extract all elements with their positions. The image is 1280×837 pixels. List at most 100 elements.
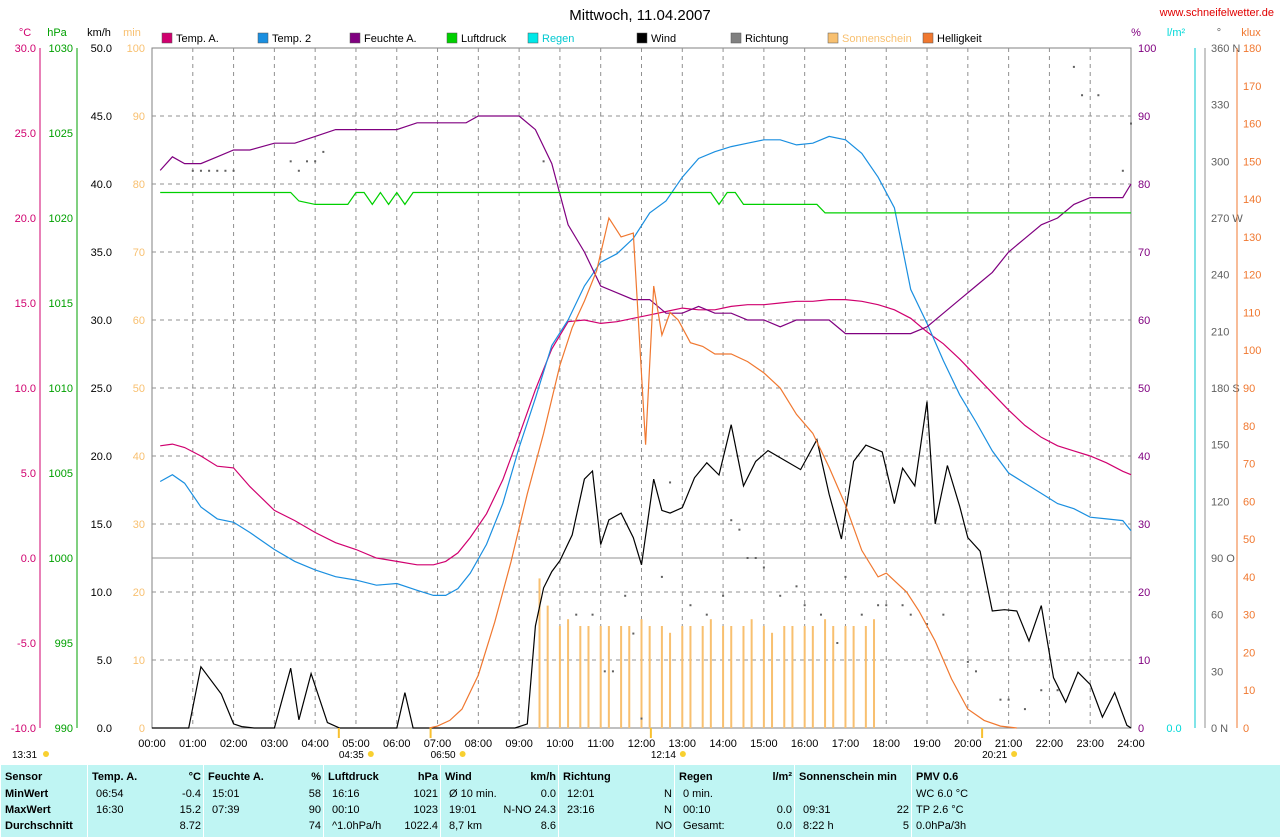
sunshine-bar <box>852 626 855 728</box>
direction-point <box>901 604 904 607</box>
x-tick-label: 17:00 <box>832 738 860 750</box>
stats-cell: 58 <box>308 788 321 800</box>
y-tick-wind: 10.0 <box>91 587 112 599</box>
stats-header: Durchschnitt <box>5 820 73 832</box>
y-tick-brightness: 70 <box>1243 459 1255 471</box>
source-label: www.schneifelwetter.de <box>1159 7 1274 19</box>
direction-point <box>689 604 692 607</box>
y-tick-temp: 25.0 <box>15 128 36 140</box>
y-tick-pressure: 1015 <box>49 298 73 310</box>
direction-point <box>844 575 847 578</box>
x-tick-label: 22:00 <box>1036 738 1064 750</box>
y-tick-sun: 100 <box>127 43 145 55</box>
legend-label: Luftdruck <box>461 33 507 45</box>
stats-cell: -0.4 <box>182 788 201 800</box>
stats-cell: WC 6.0 °C <box>916 788 969 800</box>
legend-label: Temp. 2 <box>272 33 311 45</box>
sunshine-bar <box>648 626 651 728</box>
y-tick-direction: 210 <box>1211 326 1229 338</box>
stats-header: MaxWert <box>5 804 51 816</box>
sunshine-bar <box>791 626 794 728</box>
stats-header: Sensor <box>5 771 43 783</box>
direction-point <box>632 632 635 635</box>
y-tick-brightness: 20 <box>1243 647 1255 659</box>
direction-point <box>819 613 822 616</box>
direction-point <box>1040 689 1043 692</box>
y-tick-sun: 40 <box>133 451 145 463</box>
y-tick-temp: 15.0 <box>15 298 36 310</box>
sunshine-bar <box>689 626 692 728</box>
x-tick-label: 00:00 <box>138 738 166 750</box>
x-tick-label: 10:00 <box>546 738 574 750</box>
y-tick-pressure: 995 <box>55 638 73 650</box>
y-tick-humidity: 60 <box>1138 315 1150 327</box>
axis-unit-wind: km/h <box>87 27 111 39</box>
direction-point <box>640 717 643 720</box>
axis-unit-rain: l/m² <box>1167 27 1186 39</box>
y-tick-brightness: 40 <box>1243 572 1255 584</box>
direction-point <box>795 585 798 588</box>
y-tick-direction: 240 <box>1211 270 1229 282</box>
stats-header: Temp. A. <box>92 771 138 783</box>
y-tick-wind: 30.0 <box>91 315 112 327</box>
x-tick-label: 18:00 <box>872 738 900 750</box>
y-tick-direction: 90 O <box>1211 553 1235 565</box>
y-tick-humidity: 40 <box>1138 451 1150 463</box>
time-marker: 04:35 <box>339 750 364 761</box>
stats-header: km/h <box>530 771 556 783</box>
y-tick-pressure: 1005 <box>49 468 73 480</box>
stats-header: hPa <box>417 771 438 783</box>
y-tick-humidity: 90 <box>1138 111 1150 123</box>
direction-point <box>705 613 708 616</box>
x-tick-label: 21:00 <box>995 738 1023 750</box>
direction-point <box>224 169 227 172</box>
y-tick-brightness: 120 <box>1243 270 1261 282</box>
direction-point <box>738 528 741 531</box>
direction-point <box>942 613 945 616</box>
direction-point <box>860 613 863 616</box>
direction-point <box>322 150 325 153</box>
stats-column: Sonnenschein min 09:31 22 8:22 h 5 <box>794 765 915 837</box>
sunshine-bar <box>873 619 876 728</box>
legend-swatch <box>257 32 269 44</box>
y-tick-sun: 60 <box>133 315 145 327</box>
stats-header: Sonnenschein min <box>799 771 897 783</box>
y-tick-wind: 40.0 <box>91 179 112 191</box>
y-tick-pressure: 1030 <box>49 43 73 55</box>
sunshine-bar <box>660 626 663 728</box>
direction-point <box>216 169 219 172</box>
direction-point <box>885 604 888 607</box>
direction-point <box>722 594 725 597</box>
sunshine-bar <box>762 626 765 728</box>
sun-icon <box>1011 751 1018 757</box>
legend-label: Richtung <box>745 33 788 45</box>
sunshine-bar <box>669 632 672 728</box>
y-tick-pressure: 990 <box>55 723 73 735</box>
sunshine-bar <box>844 626 847 728</box>
x-tick-label: 05:00 <box>342 738 370 750</box>
sunshine-bar <box>628 626 631 728</box>
direction-point <box>1023 708 1026 711</box>
series-line-feuchte-a- <box>159 115 1132 335</box>
y-tick-pressure: 1010 <box>49 383 73 395</box>
axis-unit-pressure: hPa <box>47 27 67 39</box>
direction-point <box>199 169 202 172</box>
time-marker: 12:14 <box>651 750 676 761</box>
stats-cell: 22 <box>896 804 909 816</box>
y-tick-sun: 20 <box>133 587 145 599</box>
direction-point <box>575 613 578 616</box>
x-tick-label: 06:00 <box>383 738 411 750</box>
sunshine-bar <box>824 619 827 728</box>
axis-unit-humidity: % <box>1131 27 1141 39</box>
x-tick-label: 04:00 <box>301 738 329 750</box>
axis-unit-brightness: klux <box>1241 27 1261 39</box>
y-tick-temp: 0.0 <box>21 553 36 565</box>
y-tick-brightness: 100 <box>1243 345 1261 357</box>
y-tick-wind: 35.0 <box>91 247 112 259</box>
x-tick-label: 13:00 <box>669 738 697 750</box>
time-marker: 13:31 <box>12 750 37 761</box>
y-tick-brightness: 130 <box>1243 232 1261 244</box>
x-tick-label: 09:00 <box>505 738 533 750</box>
x-tick-label: 19:00 <box>913 738 941 750</box>
legend-swatch <box>527 32 539 44</box>
